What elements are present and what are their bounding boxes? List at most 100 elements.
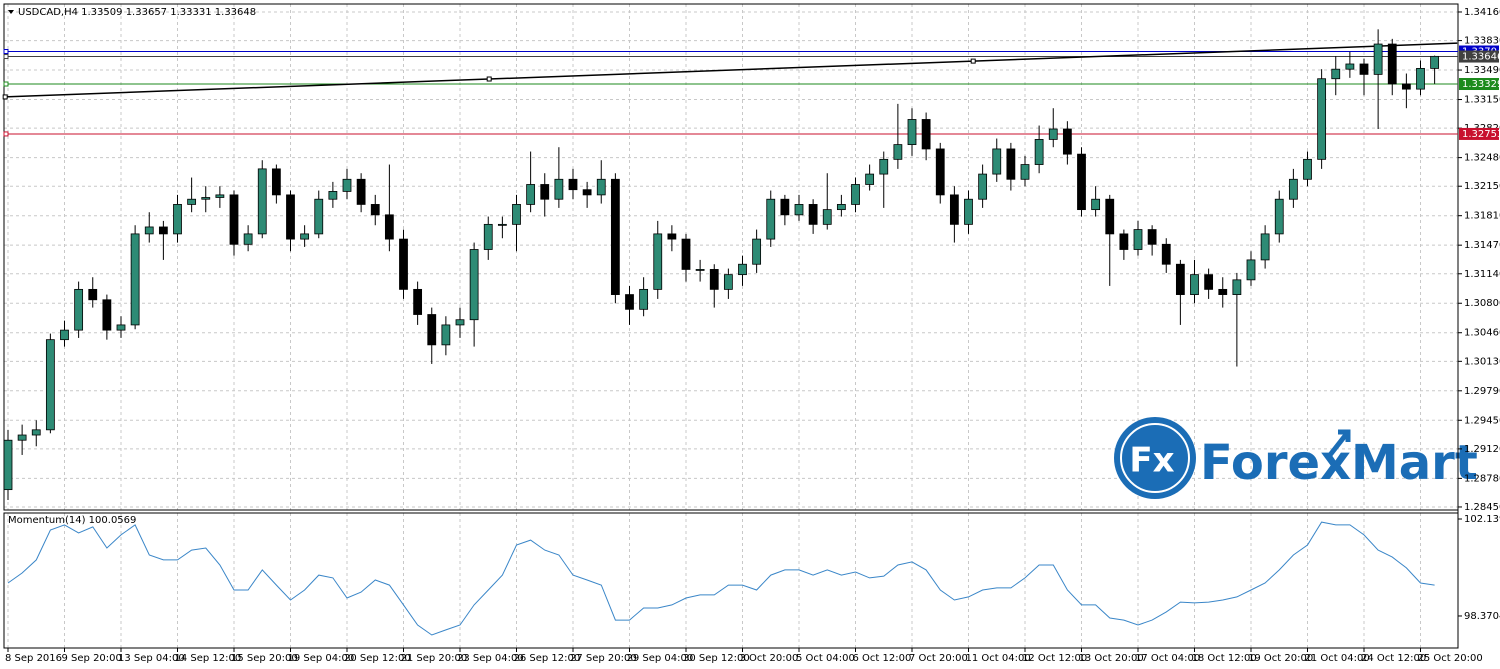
candle-body — [1317, 78, 1327, 160]
x-tick-label: 18 Oct 12:00 — [1192, 653, 1257, 664]
candle-body — [808, 204, 818, 225]
candle-body — [639, 288, 649, 310]
candle-body — [187, 198, 197, 205]
last-high: 1.33657 — [126, 7, 167, 18]
x-tick-label: 24 Oct 12:00 — [1361, 653, 1426, 664]
last-close: 1.33648 — [215, 7, 256, 18]
candle-body — [738, 263, 747, 276]
candle-body — [512, 204, 521, 225]
candle-body — [356, 178, 366, 205]
candle-body — [60, 329, 69, 341]
y-tick-label: 1.31470 — [1464, 240, 1500, 251]
x-tick-label: 15 Sep 20:00 — [231, 653, 298, 664]
logo-icon: Fx — [1129, 441, 1174, 481]
candle-body — [582, 189, 592, 196]
candle-body — [102, 299, 112, 331]
candle-body — [342, 178, 352, 192]
candle-body — [455, 319, 465, 326]
candle-body — [1048, 128, 1058, 140]
level-handle — [3, 131, 9, 137]
candle-body — [836, 204, 846, 211]
y-tick-label: 1.34160 — [1464, 7, 1500, 18]
candle-body — [667, 233, 677, 240]
candle-body — [1204, 274, 1214, 290]
x-tick-label: 29 Sep 04:00 — [627, 653, 694, 664]
candle-body — [173, 204, 182, 235]
y-tick-label: 1.29790 — [1464, 386, 1500, 397]
candle-body — [1091, 198, 1101, 211]
candle-body — [271, 168, 281, 196]
candle-body — [1373, 43, 1383, 75]
candle-body — [17, 434, 27, 441]
candle-body — [554, 178, 564, 200]
candle-body — [45, 339, 55, 431]
candle-body — [370, 204, 380, 216]
candle-body — [695, 269, 705, 271]
trend-line — [5, 42, 1458, 98]
x-tick-label: 19 Oct 20:00 — [1248, 653, 1313, 664]
candle-body — [1246, 259, 1256, 281]
candle-body — [229, 194, 239, 245]
y-tick-label: 1.29120 — [1464, 444, 1500, 455]
candle-body — [144, 226, 154, 235]
candle-body — [1274, 198, 1284, 235]
x-tick-label: 21 Oct 04:00 — [1305, 653, 1370, 664]
y-tick-label: 1.33150 — [1464, 95, 1500, 106]
candle-body — [568, 178, 578, 191]
candle-body — [1288, 178, 1298, 200]
candle-body — [1359, 63, 1369, 75]
x-tick-label: 27 Sep 20:00 — [570, 653, 637, 664]
level-handle — [3, 54, 9, 60]
candle-body — [766, 198, 776, 240]
level-handle — [3, 81, 9, 87]
candle-body — [469, 249, 479, 321]
candle-body — [1077, 153, 1086, 211]
logo-arrow — [1328, 429, 1351, 457]
candle-body — [427, 314, 437, 346]
candle-body — [1218, 288, 1228, 295]
y-tick-label: 1.32480 — [1464, 153, 1500, 164]
x-tick-label: 30 Sep 12:00 — [683, 653, 750, 664]
level-label-bg — [1459, 50, 1499, 63]
candle-body — [1331, 68, 1341, 80]
y-tick-label: 1.32150 — [1464, 181, 1500, 192]
candle-body — [497, 223, 507, 226]
candle-body — [1006, 148, 1016, 180]
x-tick-label: 5 Oct 04:00 — [796, 653, 855, 664]
candle-body — [752, 238, 762, 265]
last-open: 1.33509 — [81, 7, 122, 18]
candle-body — [893, 144, 903, 160]
candle-body — [610, 178, 620, 295]
menu-arrow — [8, 10, 14, 14]
candle-body — [1161, 243, 1171, 265]
candle-body — [526, 184, 536, 205]
x-tick-label: 21 Sep 20:00 — [401, 653, 468, 664]
y-tick-label: 102.1393 — [1464, 514, 1500, 525]
candle-body — [794, 204, 804, 216]
candle-body — [74, 288, 84, 331]
y-tick-label: 1.30130 — [1464, 356, 1500, 367]
candle-body — [935, 148, 945, 196]
candle-body — [1119, 233, 1129, 250]
y-tick-label: 1.30460 — [1464, 328, 1500, 339]
y-tick-label: 1.31810 — [1464, 211, 1500, 222]
candle-body — [907, 119, 917, 146]
level-label: 1.32753 — [1462, 129, 1500, 140]
level-label-bg — [1459, 127, 1499, 140]
candle-body — [130, 233, 140, 326]
trend-handle — [2, 94, 8, 100]
level-label-bg — [1459, 78, 1499, 91]
x-tick-label: 6 Oct 12:00 — [853, 653, 912, 664]
candle-body — [1105, 198, 1115, 235]
watermark: Fx ForexMart — [1114, 417, 1478, 499]
last-low: 1.33331 — [170, 7, 211, 18]
y-tick-label: 1.28780 — [1464, 473, 1500, 484]
x-tick-label: 26 Sep 12:00 — [514, 653, 581, 664]
candle-body — [1034, 139, 1044, 165]
x-tick-label: 11 Oct 04:00 — [966, 653, 1031, 664]
candle-body — [1190, 274, 1199, 295]
level-label: 1.33646 — [1462, 52, 1500, 63]
candle-body — [257, 168, 267, 235]
x-tick-label: 7 Oct 20:00 — [909, 653, 968, 664]
